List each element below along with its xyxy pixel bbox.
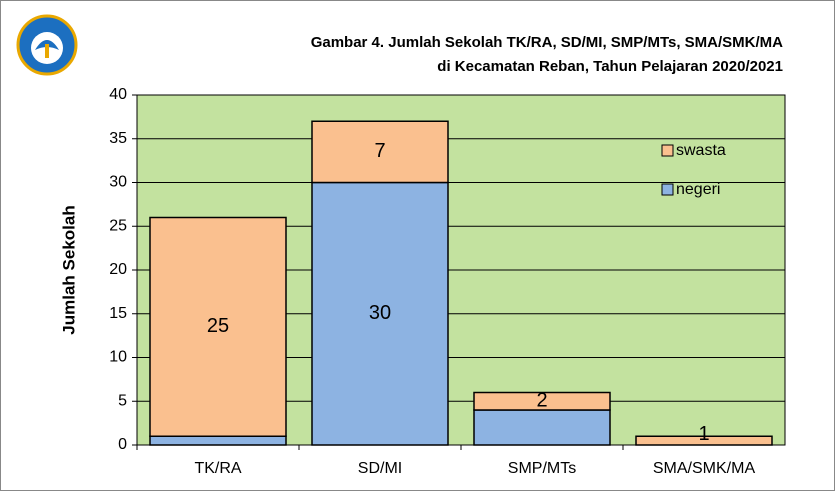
y-tick-label: 0 [118, 436, 127, 453]
data-label: 2 [536, 390, 547, 412]
bar-segment [473, 391, 611, 411]
logo [16, 14, 78, 76]
bar-segment [311, 181, 449, 446]
y-tick-label: 15 [109, 305, 127, 322]
bar-segment [311, 120, 449, 184]
data-label: 1 [698, 423, 709, 445]
x-tick-label: TK/RA [194, 460, 241, 477]
bar-segment [635, 435, 773, 446]
legend-label: swasta [676, 142, 726, 159]
y-tick-label: 20 [109, 261, 127, 278]
data-label: 7 [374, 140, 385, 162]
x-tick-label: SMP/MTs [508, 460, 576, 477]
y-tick-label: 35 [109, 130, 127, 147]
bar-segment [473, 409, 611, 446]
y-axis-label: Jumlah Sekolah [59, 205, 78, 334]
x-tick-label: SD/MI [358, 460, 402, 477]
legend-label: negeri [676, 181, 720, 198]
bar-segment [149, 216, 287, 437]
y-tick-label: 5 [118, 392, 127, 409]
data-label: 25 [207, 315, 229, 337]
y-tick-label: 40 [109, 86, 127, 103]
legend-swatch [661, 183, 674, 196]
y-tick-label: 30 [109, 174, 127, 191]
chart-title: di Kecamatan Reban, Tahun Pelajaran 2020… [437, 58, 783, 75]
bar-segment [149, 435, 287, 446]
chart-title: Gambar 4. Jumlah Sekolah TK/RA, SD/MI, S… [311, 34, 783, 51]
x-tick-label: SMA/SMK/MA [653, 460, 756, 477]
y-tick-label: 10 [109, 349, 127, 366]
legend-swatch [661, 144, 674, 157]
data-label: 30 [369, 302, 391, 324]
y-tick-label: 25 [109, 217, 127, 234]
